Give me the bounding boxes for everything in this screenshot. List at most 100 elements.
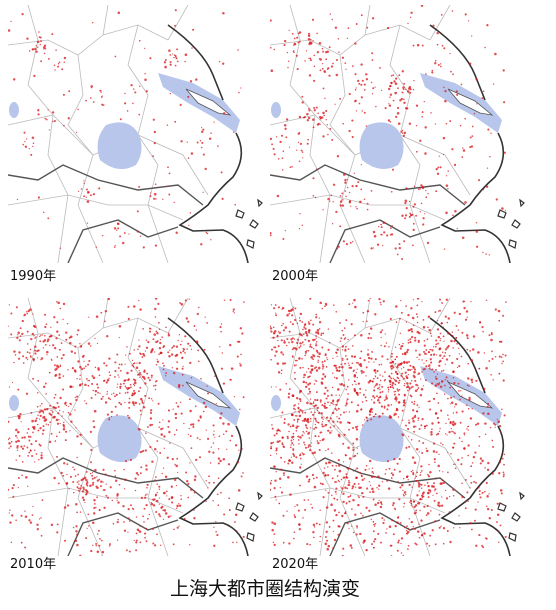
dot xyxy=(482,188,485,191)
dot xyxy=(372,521,375,523)
dot xyxy=(39,405,41,407)
dot xyxy=(192,28,195,31)
dot xyxy=(143,496,147,499)
dot xyxy=(157,402,160,405)
dot xyxy=(301,434,304,437)
dot xyxy=(299,436,302,439)
dot xyxy=(299,391,301,394)
dot xyxy=(270,386,273,388)
dot xyxy=(337,37,340,40)
dot xyxy=(114,479,118,483)
dot xyxy=(135,549,138,552)
dot xyxy=(501,362,503,365)
dot xyxy=(140,496,144,500)
dot xyxy=(302,430,304,433)
dot xyxy=(374,86,376,88)
dot xyxy=(416,471,419,474)
dot xyxy=(114,405,117,408)
dot xyxy=(333,425,336,427)
dot xyxy=(8,386,11,388)
dot xyxy=(294,318,297,322)
dot xyxy=(333,497,336,500)
dot xyxy=(427,485,430,487)
dot xyxy=(463,434,466,436)
dot xyxy=(431,382,434,385)
dot xyxy=(403,400,406,402)
dot xyxy=(23,131,26,134)
dot xyxy=(321,307,324,310)
dot xyxy=(409,212,411,215)
dot xyxy=(415,214,418,217)
dot xyxy=(319,440,321,442)
dot xyxy=(42,385,46,389)
dot xyxy=(48,371,51,374)
dot xyxy=(222,433,225,435)
dot xyxy=(334,481,337,483)
dot xyxy=(379,66,381,69)
dot xyxy=(176,48,179,51)
dot xyxy=(296,359,298,362)
dot xyxy=(305,426,307,429)
dot xyxy=(467,377,470,380)
dot xyxy=(95,542,98,545)
dot xyxy=(337,525,340,528)
dot xyxy=(351,384,354,386)
dot xyxy=(301,101,304,104)
dot xyxy=(381,329,384,331)
dot xyxy=(40,454,43,457)
dot xyxy=(407,479,409,481)
dot xyxy=(321,62,324,65)
dot xyxy=(389,96,391,98)
dot xyxy=(452,495,455,497)
dot xyxy=(444,378,446,381)
dot xyxy=(351,184,354,188)
dot xyxy=(386,460,390,463)
dot xyxy=(434,412,438,415)
dot xyxy=(315,331,318,334)
dot xyxy=(40,359,42,361)
dot xyxy=(230,379,232,381)
dot xyxy=(413,203,417,206)
dot xyxy=(188,224,190,226)
dot xyxy=(486,405,489,408)
dot xyxy=(58,348,61,351)
dot xyxy=(349,495,351,498)
dot xyxy=(218,435,221,438)
dot xyxy=(467,362,470,365)
dot xyxy=(273,48,276,51)
dot xyxy=(408,483,411,487)
dot xyxy=(305,475,309,478)
dot xyxy=(136,230,139,233)
dot xyxy=(145,464,148,467)
dot xyxy=(503,101,506,104)
dot xyxy=(435,339,438,342)
dot xyxy=(151,423,154,426)
dot xyxy=(46,354,48,356)
dot xyxy=(344,337,347,339)
dot xyxy=(282,353,285,356)
dot xyxy=(391,381,395,385)
dot xyxy=(69,430,71,432)
dot xyxy=(282,237,285,241)
dot xyxy=(34,449,36,452)
dot xyxy=(319,400,322,403)
dot xyxy=(477,501,479,503)
dot xyxy=(104,320,106,323)
dot xyxy=(270,454,272,457)
dot xyxy=(124,92,126,95)
dot xyxy=(76,456,78,459)
dot xyxy=(461,395,463,397)
dot xyxy=(303,419,306,422)
dot xyxy=(502,475,505,478)
dot xyxy=(359,357,362,360)
dot xyxy=(62,388,65,391)
dot xyxy=(332,420,335,423)
dot xyxy=(233,396,236,398)
dot xyxy=(286,510,288,512)
dot xyxy=(352,531,355,534)
dot xyxy=(367,349,369,351)
dot xyxy=(488,334,491,337)
dot xyxy=(239,362,241,365)
dot xyxy=(304,327,307,330)
dot xyxy=(325,58,328,61)
